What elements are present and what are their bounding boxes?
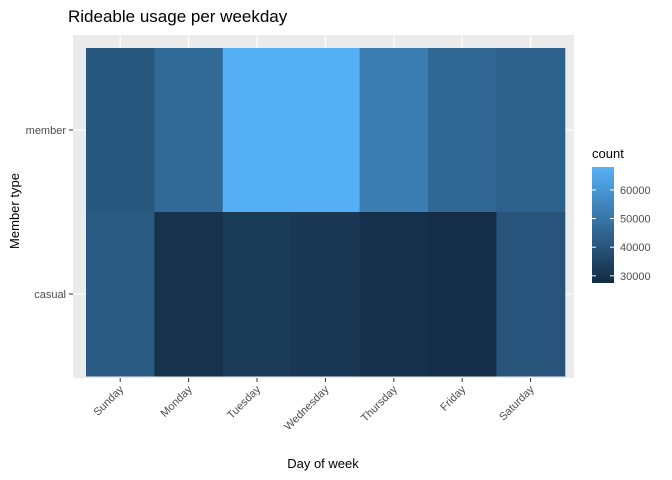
y-tick-label: member [26,125,67,137]
legend-colorbar [592,167,614,283]
legend: count 30000 40000 50000 60000 [592,146,651,283]
x-tick-label: Wednesday [282,383,332,433]
legend-title: count [592,146,624,161]
legend-label: 40000 [620,242,651,254]
heatmap-cell-casual-tuesday [222,212,292,377]
legend-label: 50000 [620,214,651,226]
legend-label: 60000 [620,185,651,197]
legend-label: 30000 [620,271,651,283]
heatmap-cell-member-wednesday [291,48,361,213]
x-axis-title: Day of week [287,456,359,471]
heatmap-cell-casual-saturday [496,212,566,377]
x-tick-label: Monday [159,383,196,420]
heatmap-cell-casual-wednesday [291,212,361,377]
heatmap-cell-member-friday [428,48,497,213]
heatmap-cells [86,48,566,377]
heatmap-cell-member-thursday [359,48,429,213]
heatmap-cell-casual-friday [428,212,497,377]
heatmap-cell-member-tuesday [222,48,292,213]
heatmap-cell-member-sunday [86,48,155,213]
chart-title: Rideable usage per weekday [68,7,288,26]
y-tick-label: casual [34,289,66,301]
heatmap-cell-member-saturday [496,48,566,213]
y-axis-title: Member type [7,173,22,249]
heatmap-cell-casual-sunday [86,212,155,377]
x-tick-label: Sunday [91,383,126,418]
heatmap-cell-casual-monday [154,212,224,377]
x-tick-label: Thursday [359,383,400,424]
heatmap-cell-casual-thursday [359,212,429,377]
x-tick-label: Tuesday [225,383,263,421]
heatmap-cell-member-monday [154,48,224,213]
x-tick-label: Saturday [497,383,537,423]
x-tick-label: Friday [438,383,468,413]
